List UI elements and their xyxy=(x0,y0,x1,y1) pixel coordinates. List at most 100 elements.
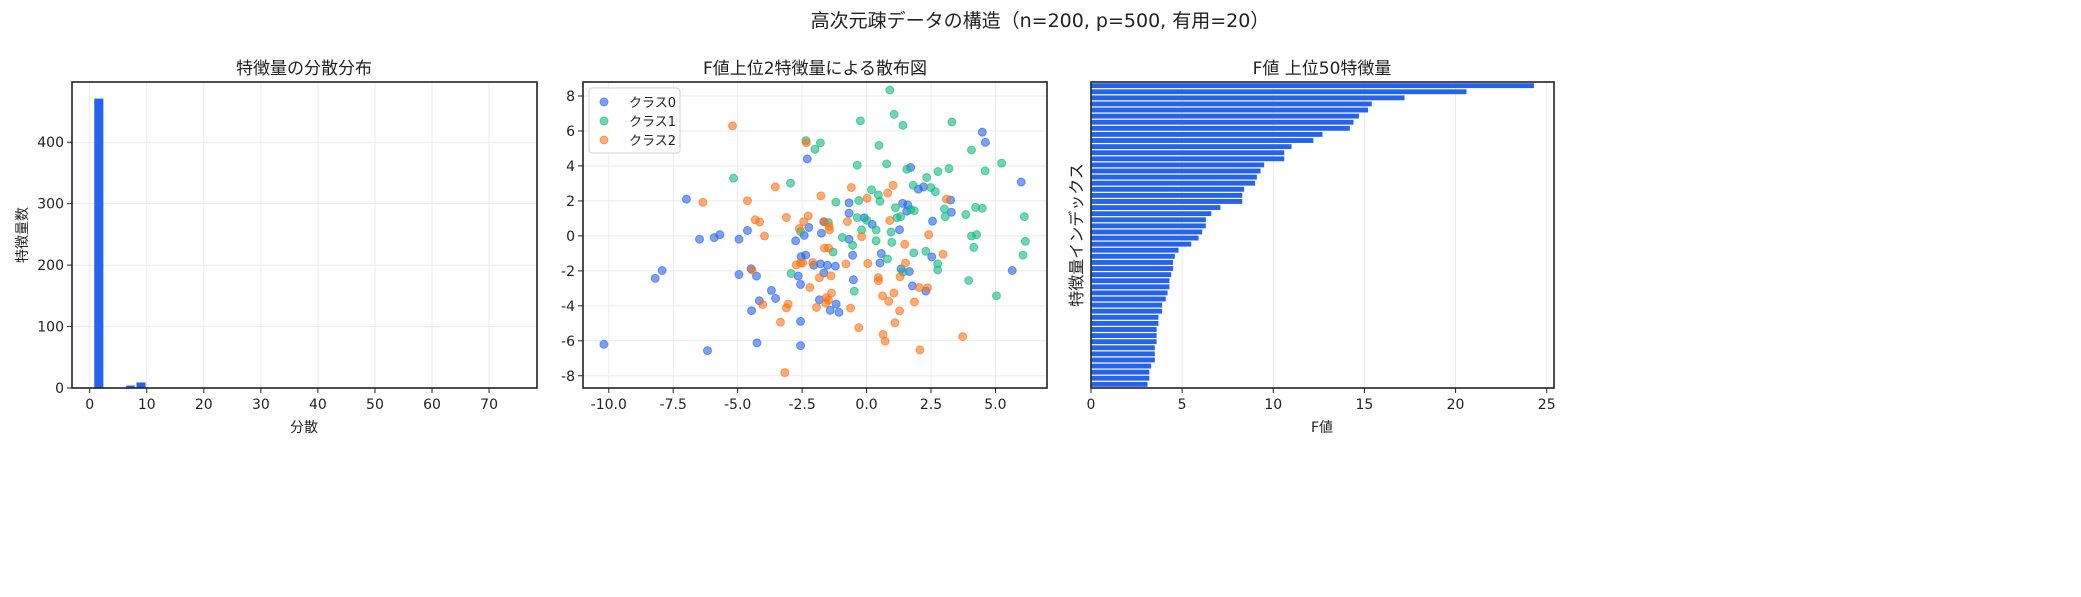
scatter-point-class2 xyxy=(814,273,824,283)
scatter-point-class2 xyxy=(885,215,895,225)
fvalue-bar xyxy=(1091,174,1257,180)
histogram-bar xyxy=(126,385,135,388)
scatter-point-class1 xyxy=(969,242,979,252)
fvalue-bar xyxy=(1091,308,1163,314)
scatter-point-class1 xyxy=(831,197,841,207)
fvalue-bar xyxy=(1091,375,1150,381)
histogram-xlabel: 分散 xyxy=(290,420,318,436)
scatter-point-class1 xyxy=(1019,212,1029,222)
legend-label: クラス1 xyxy=(629,115,676,130)
scatter-point-class1 xyxy=(837,232,847,242)
y-tick-label: 2 xyxy=(566,194,575,210)
scatter-point-class1 xyxy=(1020,236,1030,246)
scatter-point-class0 xyxy=(844,208,854,218)
scatter-point-class0 xyxy=(791,236,801,246)
fvalue-bar xyxy=(1091,272,1172,278)
x-tick-label: 10 xyxy=(138,397,156,413)
scatter-point-class0 xyxy=(715,230,725,240)
scatter-point-class2 xyxy=(880,336,890,346)
fvalue-bar xyxy=(1091,95,1405,101)
fvalue-bar xyxy=(1091,345,1155,351)
scatter-point-class1 xyxy=(933,265,943,275)
scatter-point-class0 xyxy=(681,194,691,204)
scatter-point-class1 xyxy=(849,286,859,296)
scatter-point-class1 xyxy=(966,145,976,155)
scatter-point-class0 xyxy=(796,279,806,289)
scatter-panel: F値上位2特徴量による散布図 -10.0 -7.5 -5.0 -2.5 0.0 2.5 5.… xyxy=(561,59,1048,413)
scatter-point-class1 xyxy=(896,212,906,222)
histogram-title: 特徴量の分散分布 xyxy=(236,59,372,79)
scatter-point-class0 xyxy=(848,275,858,285)
fvalue-bar xyxy=(1091,284,1170,290)
scatter-point-class2 xyxy=(775,317,785,327)
scatter-point-class2 xyxy=(781,213,791,223)
scatter-point-class2 xyxy=(883,188,893,198)
scatter-point-class0 xyxy=(802,154,812,164)
x-tick-label: 0 xyxy=(1087,397,1096,413)
fvalue-bar xyxy=(1091,223,1206,229)
scatter-point-class2 xyxy=(941,194,951,204)
scatter-point-class2 xyxy=(846,303,856,313)
scatter-point-class2 xyxy=(854,323,864,333)
scatter-point-class1 xyxy=(939,204,949,214)
scatter-point-class1 xyxy=(866,185,876,195)
fvalue-bar xyxy=(1091,339,1157,345)
x-tick-label: 60 xyxy=(423,397,441,413)
fvalue-bar xyxy=(1091,101,1372,107)
scatter-point-class0 xyxy=(752,338,762,348)
scatter-point-class2 xyxy=(900,258,910,268)
fvalue-bar xyxy=(1091,363,1152,369)
scatter-point-class0 xyxy=(816,228,826,238)
scatter-point-class0 xyxy=(928,216,938,226)
legend-marker-class2 xyxy=(599,135,609,145)
histogram-ylabel: 特徴量数 xyxy=(15,207,31,263)
fvalue-bar xyxy=(1091,351,1155,357)
scatter-point-class2 xyxy=(938,249,948,259)
fvalue-bar xyxy=(1091,278,1170,284)
scatter-point-class2 xyxy=(821,298,831,308)
legend-marker-class0 xyxy=(599,97,609,107)
x-tick-label: 10 xyxy=(1264,397,1282,413)
fvalue-bar xyxy=(1091,320,1159,326)
fvalue-bar xyxy=(1091,119,1354,125)
scatter-point-class1 xyxy=(1018,250,1028,260)
scatter-point-class2 xyxy=(958,332,968,342)
scatter-point-class1 xyxy=(964,275,974,285)
scatter-point-class0 xyxy=(751,271,761,281)
scatter-point-class1 xyxy=(887,237,897,247)
fvalue-bar xyxy=(1091,144,1292,150)
scatter-point-class0 xyxy=(703,346,713,356)
fvalue-bar xyxy=(1091,296,1166,302)
x-tick-label: -5.0 xyxy=(724,397,751,413)
legend-label: クラス2 xyxy=(629,134,676,149)
x-tick-label: 50 xyxy=(366,397,384,413)
scatter-point-class0 xyxy=(796,316,806,326)
scatter-point-class0 xyxy=(747,306,757,316)
scatter-point-class1 xyxy=(886,227,896,237)
y-tick-label: 6 xyxy=(566,124,575,140)
scatter-point-class0 xyxy=(834,307,844,317)
x-tick-label: 0.0 xyxy=(855,397,877,413)
fvalue-bar xyxy=(1091,150,1285,156)
scatter-point-class0 xyxy=(599,339,609,349)
scatter-point-class0 xyxy=(825,305,835,315)
scatter-point-class0 xyxy=(831,299,841,309)
scatter-point-class0 xyxy=(875,258,885,268)
scatter-point-class2 xyxy=(801,138,811,148)
legend: クラス0 クラス1 クラス2 xyxy=(588,87,681,154)
scatter-point-class2 xyxy=(895,306,905,316)
x-tick-label: 2.5 xyxy=(920,397,942,413)
scatter-point-class0 xyxy=(830,261,840,271)
fvalue-bar xyxy=(1091,89,1467,95)
x-tick-label: 30 xyxy=(252,397,270,413)
scatter-point-class2 xyxy=(759,231,769,241)
fvalue-bar xyxy=(1091,327,1157,332)
fvalue-bar xyxy=(1091,192,1243,198)
scatter-point-class1 xyxy=(786,268,796,278)
fvalue-xlabel: F値 xyxy=(1311,420,1333,436)
scatter-point-class1 xyxy=(786,178,796,188)
y-tick-label: 100 xyxy=(37,320,64,336)
scatter-point-class1 xyxy=(729,173,739,183)
x-tick-label: 20 xyxy=(195,397,213,413)
x-tick-label: 25 xyxy=(1538,397,1556,413)
